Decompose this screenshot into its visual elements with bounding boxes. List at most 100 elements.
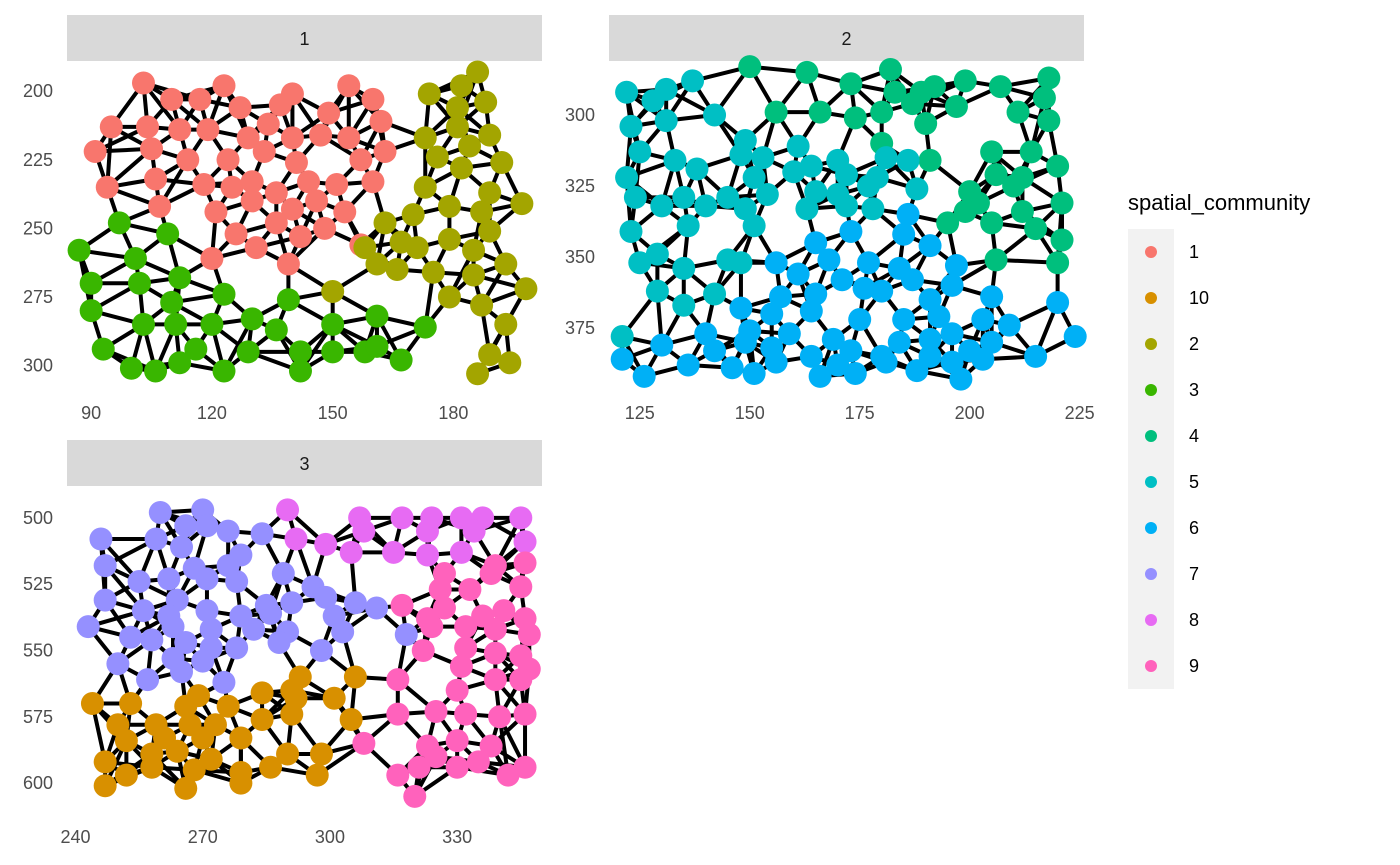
node-community-6: [843, 361, 867, 385]
node-community-7: [93, 554, 117, 578]
node-community-5: [729, 143, 753, 167]
node-community-9: [466, 750, 490, 774]
x-tick-label: 150: [318, 403, 348, 423]
y-tick-label: 575: [23, 707, 53, 727]
node-community-10: [119, 692, 143, 716]
x-tick-label: 240: [60, 827, 90, 847]
node-community-2: [494, 252, 518, 276]
node-community-6: [892, 222, 916, 246]
node-community-5: [623, 185, 647, 209]
node-community-6: [720, 356, 744, 380]
node-community-1: [144, 167, 168, 191]
node-community-5: [716, 185, 740, 209]
node-community-6: [971, 308, 995, 332]
node-community-5: [672, 293, 696, 317]
facet-2: 2 125 150 175 200 225 300 325 350 375: [565, 15, 1095, 423]
node-community-4: [988, 75, 1012, 99]
x-axis-ticks-1: 90 120 150 180: [81, 403, 468, 423]
node-community-1: [333, 200, 357, 224]
node-community-7: [195, 599, 219, 623]
node-community-4: [843, 106, 867, 130]
node-community-9: [428, 577, 452, 601]
node-community-4: [883, 80, 907, 104]
node-community-3: [79, 271, 103, 295]
node-community-2: [470, 200, 494, 224]
node-community-5: [751, 146, 775, 170]
legend-key-5: [1145, 476, 1157, 488]
node-community-6: [918, 327, 942, 351]
node-community-4: [878, 58, 902, 82]
node-community-5: [835, 194, 858, 218]
legend-key-1: [1145, 246, 1157, 258]
legend-label-2: 2: [1189, 334, 1199, 354]
node-community-4: [1046, 154, 1070, 178]
node-community-9: [445, 678, 469, 702]
node-community-7: [89, 527, 113, 551]
node-community-2: [437, 285, 461, 309]
node-community-3: [160, 290, 184, 314]
node-community-1: [200, 247, 224, 271]
facet-strip-label-3: 3: [299, 454, 309, 474]
legend-label-10: 10: [1189, 288, 1209, 308]
node-community-2: [437, 227, 461, 251]
node-community-5: [786, 134, 810, 158]
node-community-6: [703, 339, 727, 363]
legend-label-9: 9: [1189, 656, 1199, 676]
legend-key-4: [1145, 430, 1157, 442]
node-community-5: [835, 163, 858, 187]
node-community-5: [615, 165, 639, 189]
node-community-2: [449, 156, 473, 180]
node-community-6: [918, 234, 942, 258]
facet-strip-2: [609, 15, 1084, 61]
node-community-9: [483, 617, 507, 641]
node-community-6: [848, 308, 872, 332]
node-community-4: [839, 72, 863, 96]
node-community-9: [454, 636, 478, 660]
node-community-3: [321, 340, 345, 364]
node-community-8: [339, 540, 363, 564]
node-community-4: [1002, 174, 1026, 198]
node-community-2: [478, 181, 502, 205]
node-community-10: [191, 726, 215, 750]
node-community-10: [80, 692, 104, 716]
node-community-10: [114, 729, 138, 753]
node-community-10: [199, 747, 223, 771]
node-community-1: [264, 211, 288, 235]
facet-panel-3: 240 270 300 330 500 525 550 575 600: [23, 498, 541, 847]
node-community-5: [804, 180, 828, 204]
facet-strip-3: [67, 440, 542, 486]
node-community-10: [174, 694, 198, 718]
node-layer-3: [76, 498, 541, 808]
node-community-7: [309, 638, 333, 662]
facet-3: 3 240 270 300 330 500 525 550 575 600: [23, 440, 542, 847]
node-community-2: [365, 252, 389, 276]
node-community-3: [107, 211, 131, 235]
x-tick-label: 270: [188, 827, 218, 847]
node-community-5: [615, 80, 639, 104]
node-community-6: [980, 330, 1004, 354]
x-tick-label: 200: [955, 403, 985, 423]
node-community-1: [188, 87, 212, 111]
node-community-9: [352, 731, 376, 755]
node-community-7: [195, 567, 219, 591]
node-community-10: [182, 758, 206, 782]
node-community-3: [184, 337, 208, 361]
node-community-7: [216, 519, 240, 543]
node-community-9: [509, 668, 533, 692]
node-community-10: [276, 742, 300, 766]
node-community-10: [93, 750, 117, 774]
x-axis-ticks-2: 125 150 175 200 225: [625, 403, 1095, 423]
legend-key-background: [1128, 229, 1174, 689]
node-community-4: [1050, 228, 1074, 252]
node-community-1: [196, 118, 220, 142]
node-community-5: [795, 197, 819, 221]
node-community-3: [144, 359, 168, 383]
node-community-5: [663, 148, 687, 172]
facet-1: 1 90 120 150 180 200 225 250 275 300: [23, 15, 542, 423]
node-community-9: [403, 784, 427, 808]
node-community-10: [305, 763, 329, 787]
node-community-4: [808, 100, 832, 124]
node-community-7: [225, 636, 249, 660]
node-community-9: [386, 668, 410, 692]
